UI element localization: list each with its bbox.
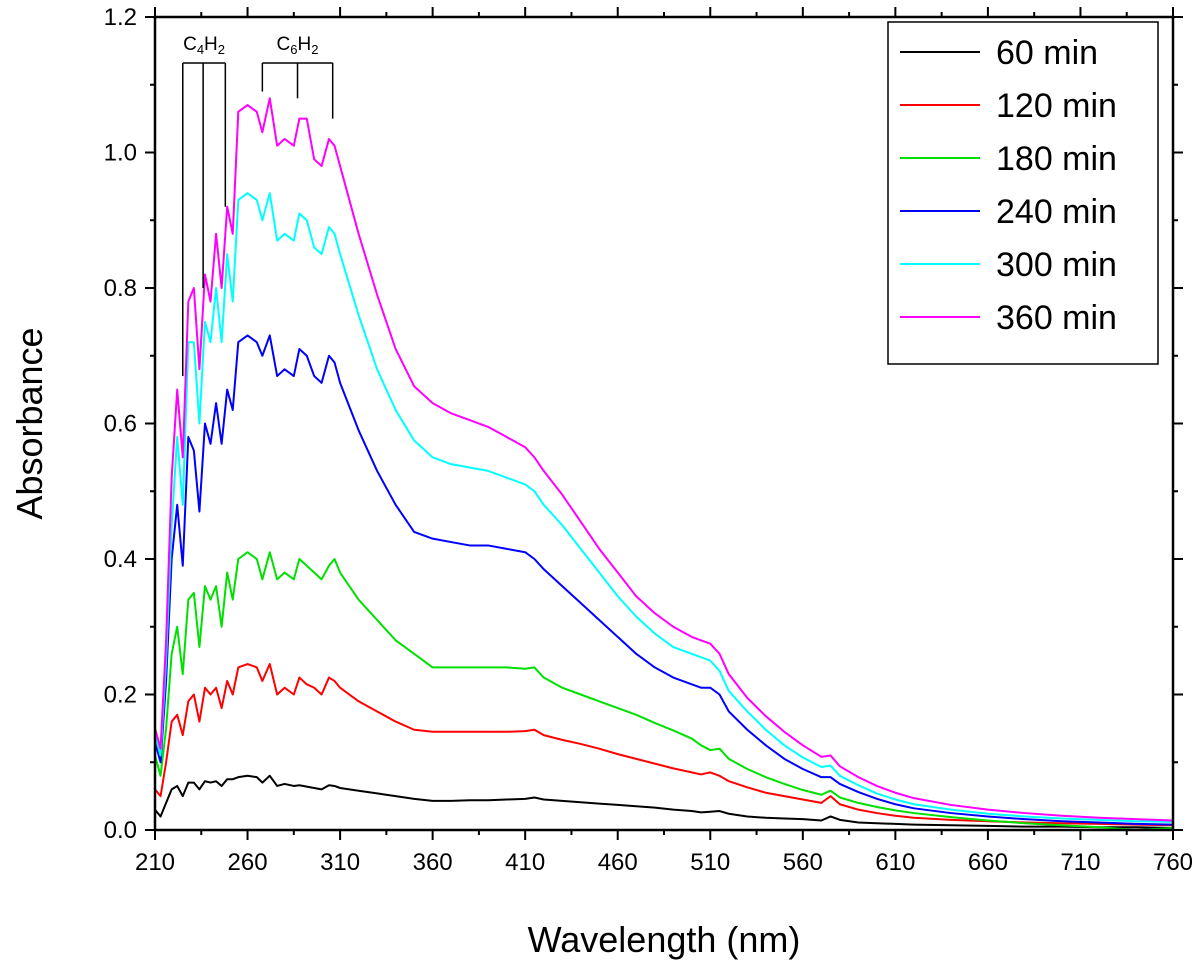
x-tick-label: 310 [320,849,360,876]
x-tick-label: 610 [875,849,915,876]
annotation-label: C4H2 [183,34,225,57]
legend-label: 360 min [996,299,1117,337]
y-tick-label: 0.8 [104,275,137,302]
legend: 60 min 120 min 180 min 240 min 300 min 360 mi… [887,21,1159,365]
y-tick-label: 1.2 [104,4,137,31]
y-tick-label: 0.6 [104,411,137,438]
x-tick-label: 260 [228,849,268,876]
x-tick-label: 660 [968,849,1008,876]
legend-label: 180 min [996,140,1117,178]
x-tick-label: 560 [783,849,823,876]
legend-label: 60 min [996,34,1098,72]
y-tick-label: 0.4 [104,546,137,573]
series-line-360-min [154,97,1174,822]
legend-box [887,21,1159,365]
annotation-label: C6H2 [277,34,319,57]
y-axis-title: Absorbance [9,327,50,519]
x-tick-label: 410 [505,849,545,876]
legend-label: 120 min [996,87,1117,125]
y-tick-label: 0.2 [104,682,137,709]
y-tick-label: 0.0 [104,817,137,844]
plot-frame [153,15,1175,832]
series-line-120-min [154,663,1174,827]
series-lines [154,97,1174,831]
legend-label: 300 min [996,246,1117,284]
peak-annotations: C4H2 C6H2 [182,34,334,377]
x-tick-label: 710 [1060,849,1100,876]
series-line-180-min [154,551,1174,831]
series-line-240-min [154,334,1174,826]
x-tick-label: 760 [1153,849,1193,876]
series-line-60-min [154,774,1174,829]
tick-labels: 210 260 310 360 410 460 510 560 610 660 710 760 0.0 0… [104,4,1193,876]
x-tick-label: 360 [413,849,453,876]
x-tick-label: 460 [598,849,638,876]
x-tick-label: 210 [135,849,175,876]
series-line-300-min [154,192,1174,823]
x-axis-title: Wavelength (nm) [528,919,801,960]
y-tick-label: 1.0 [104,140,137,167]
legend-label: 240 min [996,193,1117,231]
x-tick-label: 510 [690,849,730,876]
